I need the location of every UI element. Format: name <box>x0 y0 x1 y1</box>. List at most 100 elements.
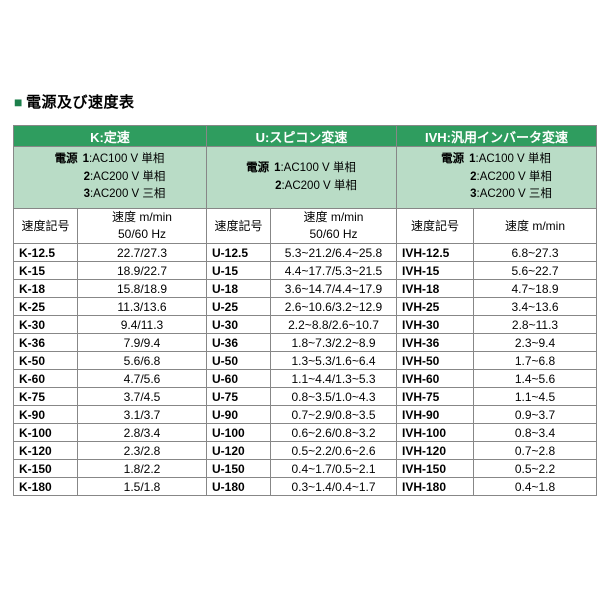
col-header-code-u: 速度記号 <box>206 208 271 244</box>
power-info-ivh: 電源 1:AC100 V 単相 2:AC200 V 単相 3:AC200 V 三相 <box>395 146 598 209</box>
power-info-u: 電源 1:AC100 V 単相 2:AC200 V 単相 <box>206 146 397 209</box>
table-row: K-25 11.3/13.6 U-25 2.6~10.6/3.2~12.9 IVH-25… <box>13 297 598 316</box>
speed-value-cell: 0.9~3.7 <box>472 405 598 424</box>
speed-value-cell: 4.7~18.9 <box>472 279 598 298</box>
table-row: K-60 4.7/5.6 U-60 1.1~4.4/1.3~5.3 IVH-60 1.4~… <box>13 369 598 388</box>
speed-code-cell: U-150 <box>206 459 271 478</box>
group-header-u: U:スピコン変速 <box>206 125 397 147</box>
column-header-row: 速度記号 速度 m/min 50/60 Hz 速度記号 速度 m/min 50/60… <box>13 208 598 244</box>
speed-value-cell: 0.5~2.2/0.6~2.6 <box>270 441 397 460</box>
speed-value-cell: 5.6~22.7 <box>472 261 598 280</box>
speed-value-cell: 4.7/5.6 <box>77 369 207 388</box>
table-row: K-18 15.8/18.9 U-18 3.6~14.7/4.4~17.9 IVH-18… <box>13 279 598 298</box>
power-phase-number: 1 <box>274 161 281 174</box>
power-line: 電源 1:AC100 V 単相 <box>441 151 552 169</box>
speed-code-cell: IVH-12.5 <box>396 243 474 262</box>
speed-code-cell: U-180 <box>206 477 271 496</box>
speed-value-cell: 3.1/3.7 <box>77 405 207 424</box>
group-header-k: K:定速 <box>13 125 207 147</box>
power-phase-number: 1 <box>469 152 476 165</box>
table-row: K-180 1.5/1.8 U-180 0.3~1.4/0.4~1.7 IVH-180 0… <box>13 477 598 496</box>
speed-code-cell: U-25 <box>206 297 271 316</box>
speed-code-cell: IVH-18 <box>396 279 474 298</box>
power-speed-table: K:定速 U:スピコン変速 IVH:汎用インバータ変速 電源 1:AC100 V … <box>13 125 598 496</box>
table-row: K-50 5.6/6.8 U-50 1.3~5.3/1.6~6.4 IVH-50 1.7~… <box>13 351 598 370</box>
speed-code-cell: U-60 <box>206 369 271 388</box>
speed-code-cell: K-60 <box>13 369 78 388</box>
speed-code-cell: IVH-25 <box>396 297 474 316</box>
speed-value-cell: 1.3~5.3/1.6~6.4 <box>270 351 397 370</box>
speed-value-cell: 1.5/1.8 <box>77 477 207 496</box>
power-phase-number: 2 <box>470 170 477 183</box>
speed-code-cell: U-75 <box>206 387 271 406</box>
speed-value-cell: 5.6/6.8 <box>77 351 207 370</box>
speed-code-cell: K-150 <box>13 459 78 478</box>
title-square-icon: ■ <box>14 93 23 110</box>
power-phase-text: :AC100 V 単相 <box>280 161 356 174</box>
speed-value-cell: 5.3~21.2/6.4~25.8 <box>270 243 397 262</box>
power-info-k: 電源 1:AC100 V 単相 2:AC200 V 単相 3:AC200 V 三相 <box>13 146 207 209</box>
header-line: 50/60 Hz <box>309 227 358 241</box>
speed-value-cell: 22.7/27.3 <box>77 243 207 262</box>
speed-code-cell: IVH-30 <box>396 315 474 334</box>
speed-code-cell: U-12.5 <box>206 243 271 262</box>
col-header-code-k: 速度記号 <box>13 208 78 244</box>
table-row: K-15 18.9/22.7 U-15 4.4~17.7/5.3~21.5 IVH-15… <box>13 261 598 280</box>
power-phase-number: 3 <box>470 188 477 201</box>
speed-value-cell: 15.8/18.9 <box>77 279 207 298</box>
header-line: 50/60 Hz <box>117 227 167 241</box>
speed-code-cell: IVH-36 <box>396 333 474 352</box>
speed-code-cell: K-50 <box>13 351 78 370</box>
speed-value-cell: 0.7~2.8 <box>472 441 598 460</box>
speed-value-cell: 0.5~2.2 <box>472 459 598 478</box>
speed-table-body: K-12.5 22.7/27.3 U-12.5 5.3~21.2/6.4~25.8 IV… <box>13 243 598 496</box>
power-block-k: 電源 1:AC100 V 単相 2:AC200 V 単相 3:AC200 V 三相 <box>55 151 166 204</box>
speed-code-cell: K-100 <box>13 423 78 442</box>
speed-code-cell: K-90 <box>13 405 78 424</box>
power-phase-number: 2 <box>83 170 90 183</box>
speed-code-cell: U-100 <box>206 423 271 442</box>
power-phase-number: 2 <box>275 179 282 192</box>
power-line: 3:AC200 V 三相 <box>55 186 166 204</box>
speed-code-cell: IVH-15 <box>396 261 474 280</box>
speed-value-cell: 0.8~3.4 <box>472 423 598 442</box>
speed-value-cell: 1.7~6.8 <box>472 351 598 370</box>
speed-value-cell: 3.6~14.7/4.4~17.9 <box>270 279 397 298</box>
speed-value-cell: 11.3/13.6 <box>77 297 207 316</box>
speed-code-cell: U-50 <box>206 351 271 370</box>
speed-value-cell: 18.9/22.7 <box>77 261 207 280</box>
power-phase-text: :AC200 V 単相 <box>89 170 166 183</box>
speed-code-cell: K-75 <box>13 387 78 406</box>
speed-value-cell: 2.3~9.4 <box>472 333 598 352</box>
speed-code-cell: IVH-75 <box>396 387 474 406</box>
power-phase-text: :AC200 V 三相 <box>476 188 552 201</box>
speed-code-cell: U-90 <box>206 405 271 424</box>
page-title: ■ 電源及び速度表 <box>14 91 592 112</box>
col-header-speed-k: 速度 m/min 50/60 Hz <box>77 208 207 244</box>
speed-value-cell: 9.4/11.3 <box>77 315 207 334</box>
speed-code-cell: K-15 <box>13 261 78 280</box>
power-phase-text: :AC100 V 単相 <box>475 152 551 165</box>
page: ■ 電源及び速度表 K:定速 U:スピコン変速 IVH:汎用インバータ変速 電源… <box>13 91 598 496</box>
power-block-ivh: 電源 1:AC100 V 単相 2:AC200 V 単相 3:AC200 V 三相 <box>441 151 552 204</box>
table-row: K-150 1.8/2.2 U-150 0.4~1.7/0.5~2.1 IVH-150 0… <box>13 459 598 478</box>
speed-code-cell: K-36 <box>13 333 78 352</box>
speed-value-cell: 0.4~1.7/0.5~2.1 <box>270 459 397 478</box>
speed-code-cell: IVH-120 <box>396 441 474 460</box>
speed-value-cell: 2.8/3.4 <box>77 423 207 442</box>
speed-value-cell: 6.8~27.3 <box>472 243 598 262</box>
power-label: 電源 <box>246 161 270 174</box>
header-line: 速度 m/min <box>303 210 364 225</box>
power-phase-number: 3 <box>83 188 90 201</box>
header-line: 速度 m/min <box>505 218 566 233</box>
power-info-row: 電源 1:AC100 V 単相 2:AC200 V 単相 3:AC200 V 三相 電… <box>13 146 598 209</box>
speed-code-cell: IVH-180 <box>396 477 474 496</box>
speed-value-cell: 4.4~17.7/5.3~21.5 <box>270 261 397 280</box>
power-phase-text: :AC200 V 単相 <box>476 170 552 183</box>
table-row: K-120 2.3/2.8 U-120 0.5~2.2/0.6~2.6 IVH-120 0… <box>13 441 598 460</box>
power-label: 電源 <box>54 152 78 165</box>
speed-code-cell: K-30 <box>13 315 78 334</box>
speed-value-cell: 0.6~2.6/0.8~3.2 <box>270 423 397 442</box>
speed-code-cell: IVH-150 <box>396 459 474 478</box>
speed-code-cell: IVH-60 <box>396 369 474 388</box>
